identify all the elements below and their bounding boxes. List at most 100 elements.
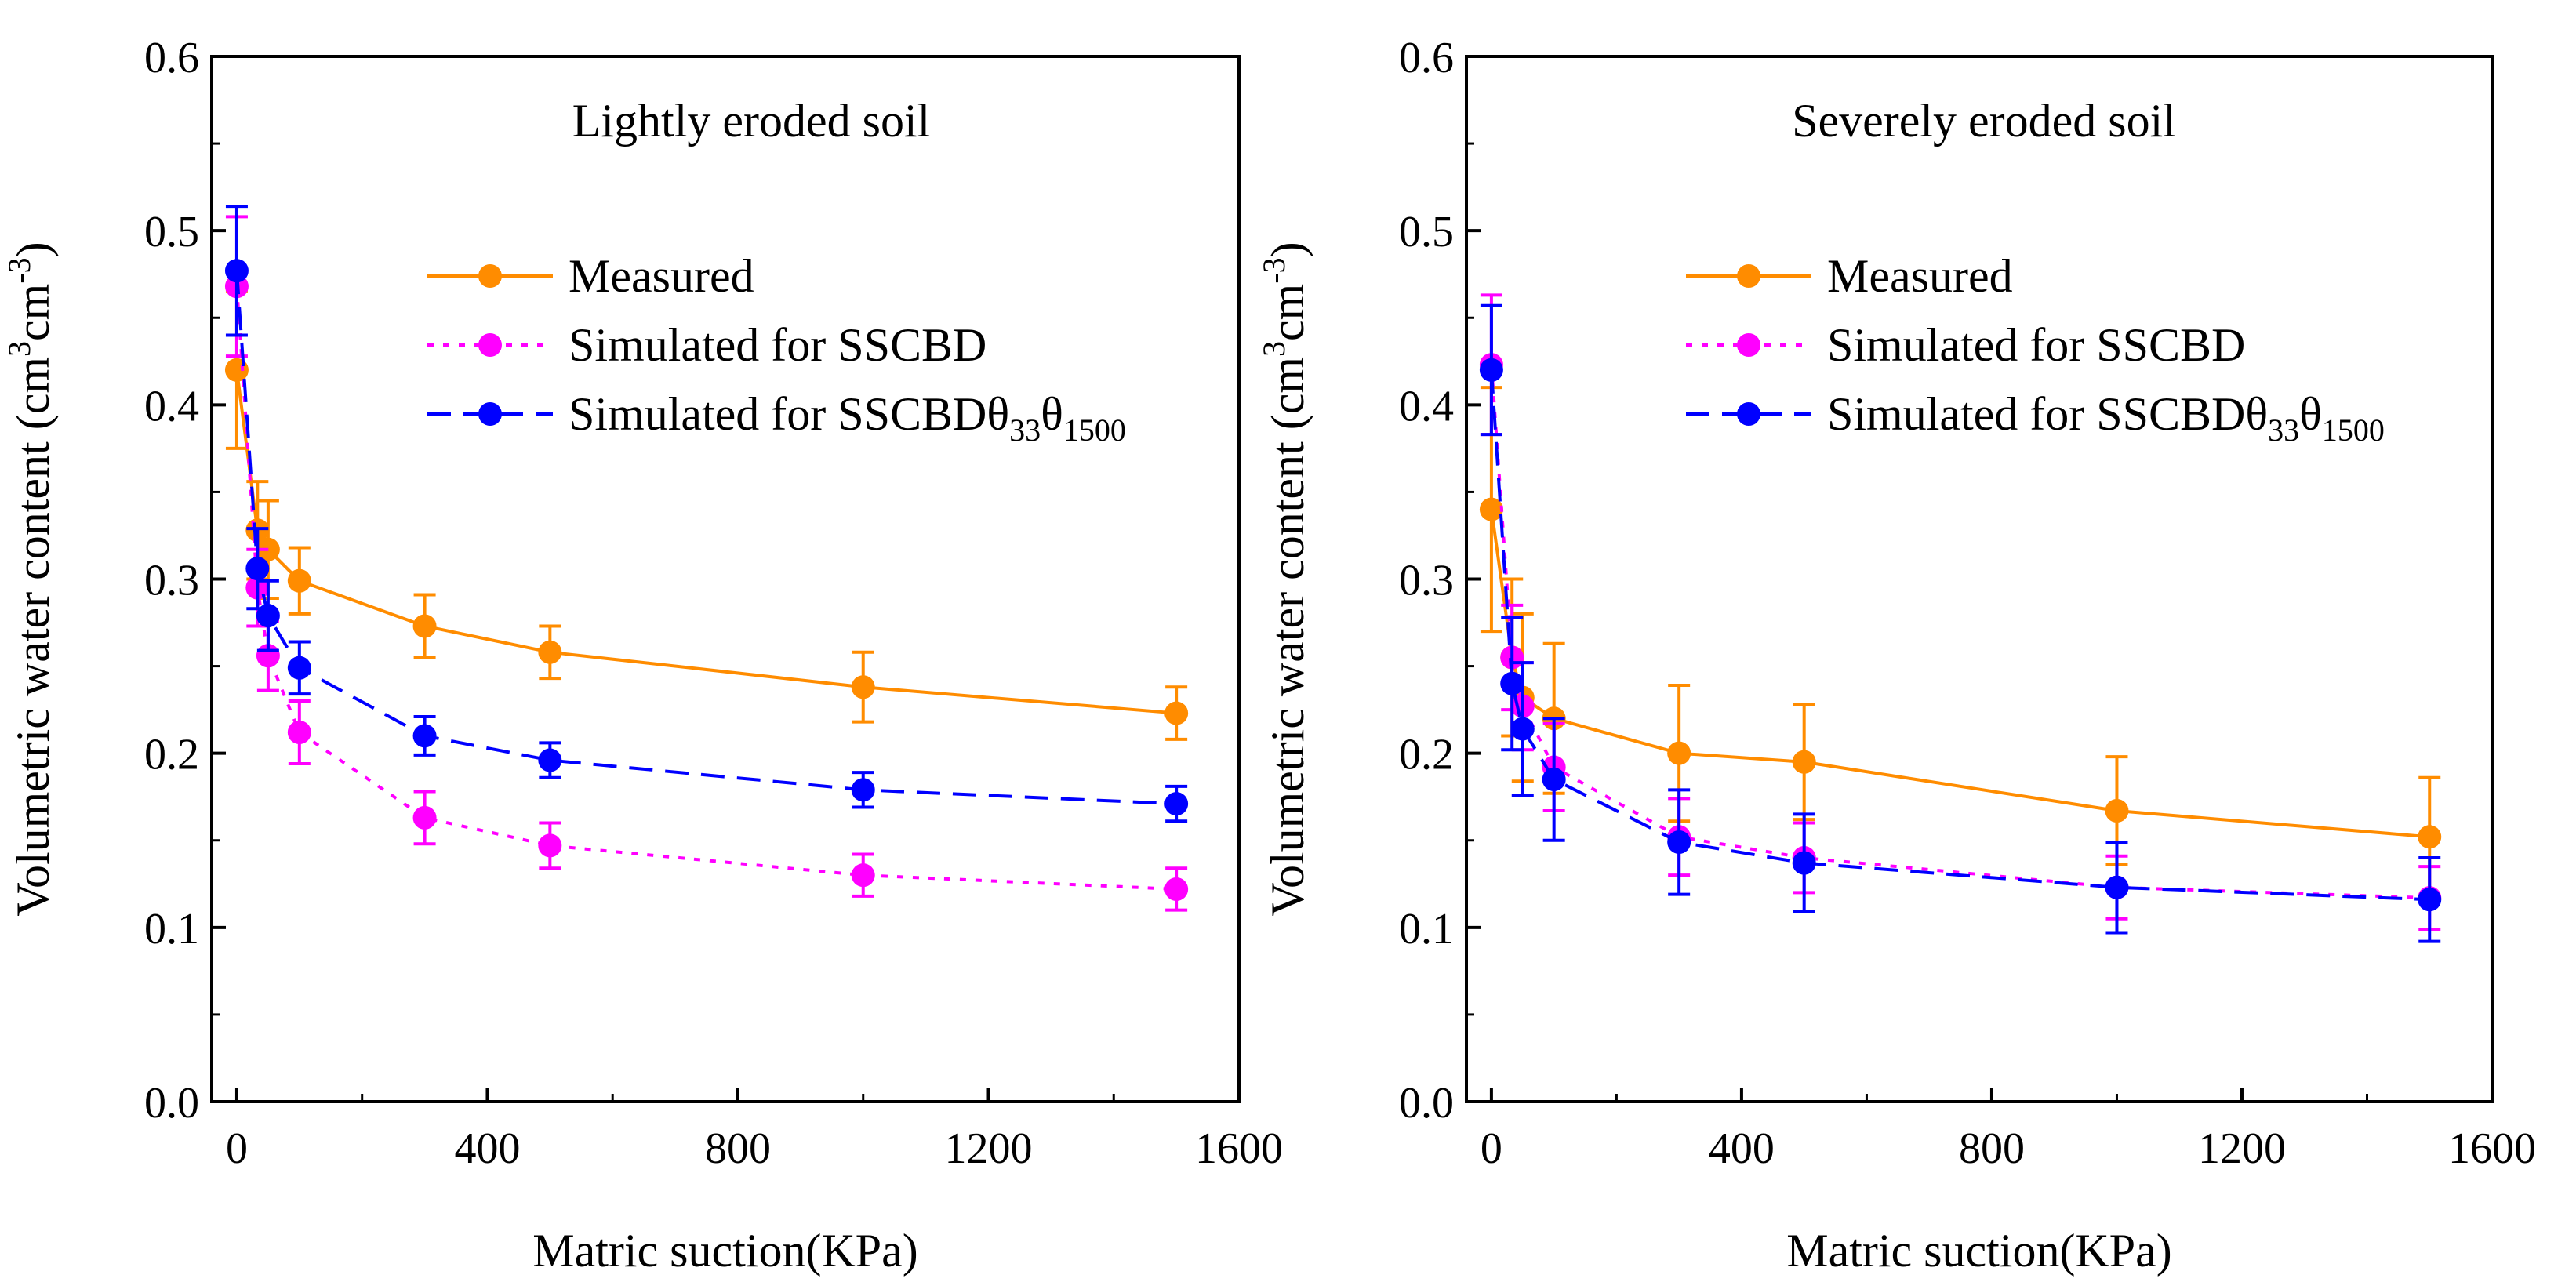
legend-marker-ssbd (478, 333, 502, 357)
chart-panel-2: 0.0 0.1 0.2 0.3 0.4 0.5 0.6 0 400 800 1200 1600 Seve… (1256, 34, 2536, 1277)
y-axis-label-sup: 3 (2, 341, 37, 357)
data-point-measured (2418, 825, 2442, 849)
y-axis-label: Volumetric water content (cm3cm-3) (2, 242, 59, 916)
x-tick-label: 1600 (1195, 1124, 1283, 1173)
data-point-ssbd_theta (1500, 671, 1524, 695)
series-line-ssbd_theta (1489, 369, 2430, 902)
legend-label-measured: Measured (1827, 250, 2013, 302)
data-point-ssbd_theta (2418, 888, 2442, 912)
y-tick-label: 0.5 (1399, 208, 1454, 256)
x-tick-label: 800 (1959, 1124, 2025, 1173)
x-tick-label: 0 (226, 1124, 248, 1173)
x-tick-label: 800 (705, 1124, 771, 1173)
y-axis-label-mid: cm (7, 284, 59, 341)
x-axis-label: Matric suction(KPa) (1786, 1225, 2172, 1277)
data-point-ssbd_theta (1792, 851, 1816, 875)
data-point-ssbd (412, 805, 437, 830)
x-tick-label: 400 (454, 1124, 520, 1173)
legend-label-sub: 1500 (1063, 412, 1126, 448)
legend-label-theta: θ (2299, 388, 2322, 440)
legend-label-theta: θ (1041, 388, 1063, 440)
x-tick-label: 1200 (2198, 1124, 2286, 1173)
legend-label-theta: θ (986, 388, 1009, 440)
x-axis-label: Matric suction(KPa) (532, 1225, 918, 1277)
x-tick-label: 0 (1481, 1124, 1502, 1173)
y-tick-label: 0.3 (1399, 557, 1454, 605)
data-point-measured (1164, 701, 1189, 725)
y-tick-label: 0.0 (1399, 1079, 1454, 1128)
series-ssbd_theta (224, 205, 1189, 823)
plot-frame (210, 55, 1241, 1103)
panel-title: Lightly eroded soil (572, 95, 931, 147)
y-axis-label-close: ) (1262, 242, 1313, 257)
data-point-measured (224, 358, 249, 382)
y-tick-label: 0.3 (144, 557, 199, 605)
plot-frame (1465, 55, 2494, 1103)
legend-marker-measured (1737, 264, 1760, 288)
data-point-ssbd_theta (224, 259, 249, 283)
data-point-measured (1479, 497, 1503, 521)
data-point-ssbd_theta (851, 778, 875, 802)
data-point-ssbd_theta (2105, 875, 2129, 899)
x-tick-label: 400 (1709, 1124, 1775, 1173)
data-point-ssbd_theta (1542, 767, 1566, 791)
y-axis-label-mid: cm (1262, 284, 1313, 341)
series-line-measured (1489, 509, 2430, 839)
legend-label-theta-prefix: Simulated for SSCBD (569, 388, 986, 440)
series-measured (1479, 386, 2442, 898)
y-tick-label: 0.2 (144, 731, 199, 779)
data-point-ssbd_theta (245, 557, 270, 581)
data-point-ssbd (1164, 877, 1189, 901)
legend-label-ssbd-theta: Simulated for SSCBDθ33θ1500 (1827, 388, 2385, 448)
series-ssbd_theta (1479, 303, 2442, 943)
data-point-ssbd_theta (1479, 358, 1503, 382)
x-tick-label: 1200 (944, 1124, 1032, 1173)
data-point-ssbd_theta (412, 724, 437, 748)
y-axis-label: Volumetric water content (cm3cm-3) (1256, 242, 1313, 916)
data-point-measured (412, 614, 437, 638)
data-point-ssbd_theta (287, 656, 311, 680)
data-point-ssbd (287, 721, 311, 745)
y-tick-label: 0.5 (144, 208, 199, 256)
legend-label-ssbd: Simulated for SSCBD (1827, 319, 2245, 371)
y-axis-label-main: Volumetric water content (cm (1262, 357, 1313, 917)
y-axis-label-sup: -3 (1256, 257, 1292, 283)
data-point-ssbd_theta (1164, 792, 1189, 816)
data-point-ssbd_theta (1667, 830, 1691, 854)
legend-label-ssbd: Simulated for SSCBD (569, 319, 986, 371)
y-axis-label-sup: 3 (1256, 341, 1292, 357)
y-tick-label: 0.0 (144, 1079, 199, 1128)
legend-label-measured: Measured (569, 250, 754, 302)
y-tick-label: 0.1 (1399, 905, 1454, 953)
data-point-measured (2105, 798, 2129, 823)
legend-label-sub: 1500 (2322, 412, 2385, 448)
legend-label-sub: 33 (1009, 412, 1041, 448)
y-axis-label-close: ) (7, 242, 59, 257)
y-tick-label: 0.2 (1399, 731, 1454, 779)
legend-label-theta: θ (2245, 388, 2268, 440)
x-tick-label: 1600 (2448, 1124, 2536, 1173)
chart-panel-1: 0.0 0.1 0.2 0.3 0.4 0.5 0.6 0 400 800 1200 1600 Ligh… (2, 34, 1283, 1277)
legend-label-theta-prefix: Simulated for SSCBD (1827, 388, 2245, 440)
data-point-measured (287, 568, 311, 593)
y-tick-label: 0.6 (1399, 34, 1454, 82)
data-point-measured (1667, 741, 1691, 765)
y-tick-label: 0.6 (144, 34, 199, 82)
legend-marker-measured (478, 264, 502, 288)
data-point-ssbd_theta (1510, 717, 1535, 741)
panel-title: Severely eroded soil (1792, 95, 2176, 147)
data-point-measured (1792, 750, 1816, 774)
data-point-ssbd (538, 833, 562, 858)
legend-marker-ssbd_theta (1737, 402, 1760, 426)
data-point-ssbd (851, 863, 875, 888)
data-point-measured (851, 675, 875, 699)
data-point-measured (538, 640, 562, 664)
y-axis-label-sup: -3 (2, 257, 37, 283)
data-point-ssbd_theta (256, 604, 280, 628)
y-axis-label-main: Volumetric water content (cm (7, 357, 59, 917)
y-tick-label: 0.1 (144, 905, 199, 953)
legend-label-ssbd-theta: Simulated for SSCBDθ33θ1500 (569, 388, 1126, 448)
